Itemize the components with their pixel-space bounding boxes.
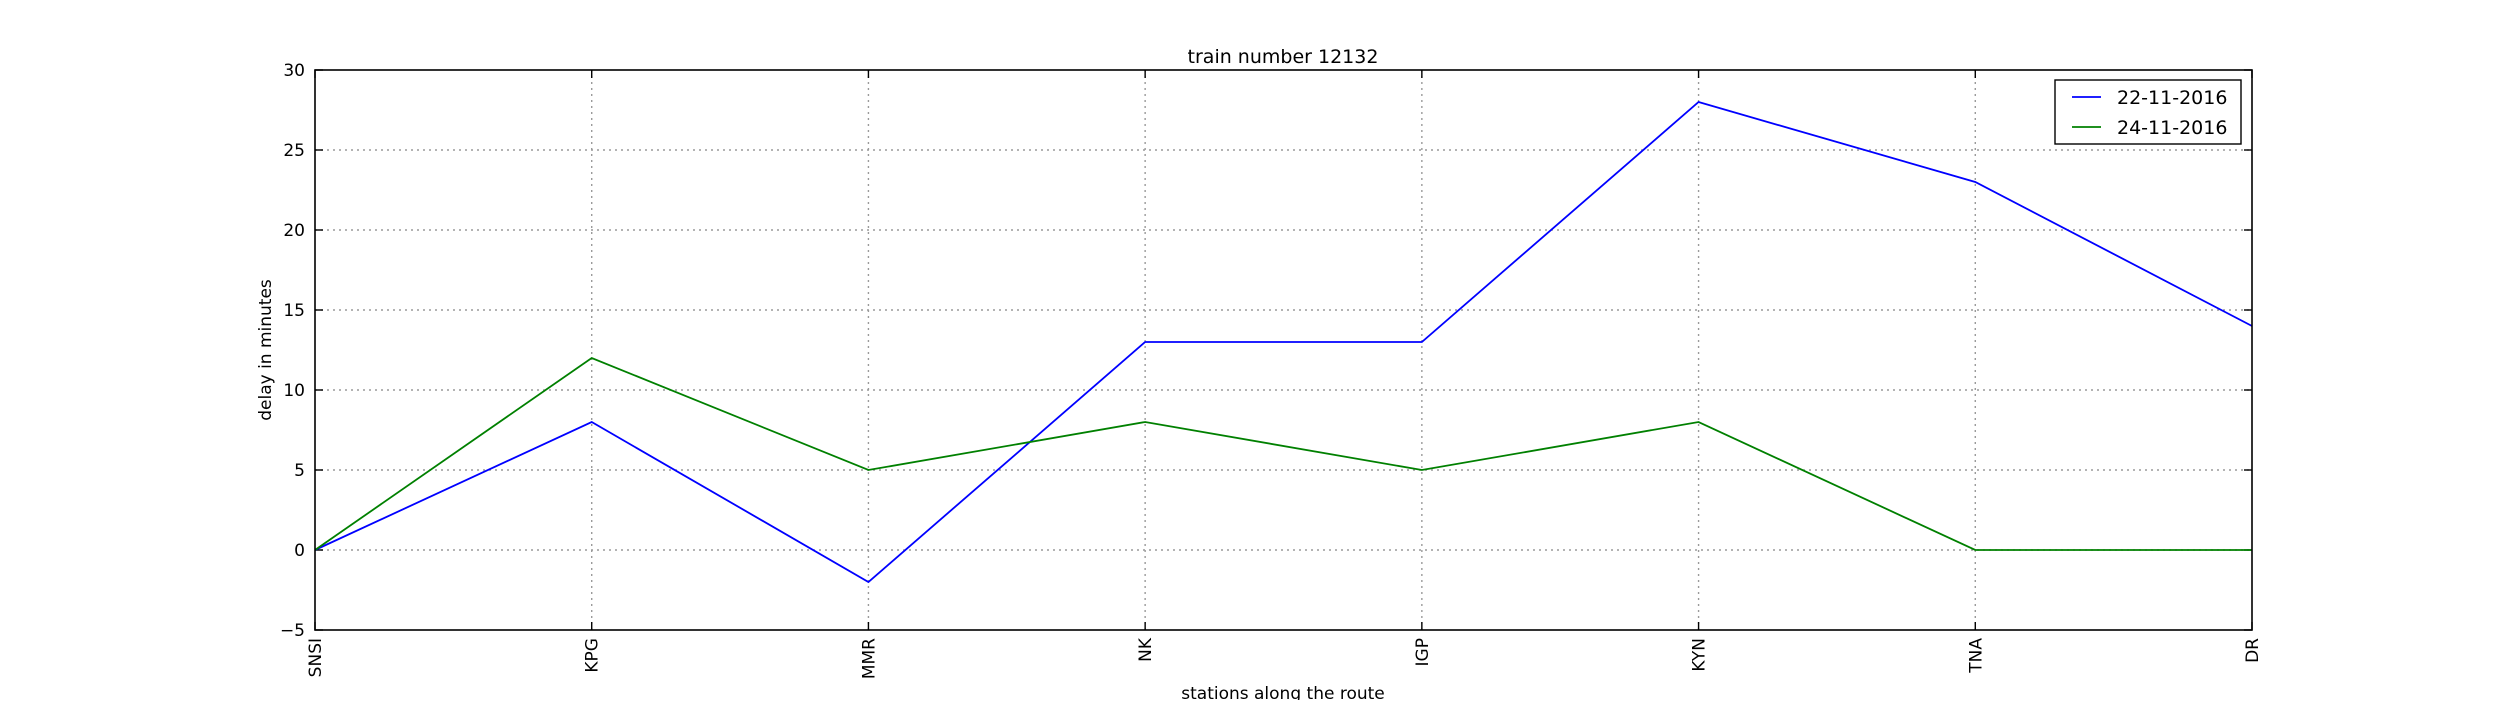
series-line <box>315 102 2252 582</box>
x-tick-label: KYN <box>1690 638 1710 672</box>
y-tick-label: 0 <box>294 541 305 561</box>
x-tick-labels: SNSI KPG MMR NK IGP KYN TNA DR <box>306 637 2263 679</box>
y-tick-label: 20 <box>283 221 305 241</box>
y-axis-label: delay in minutes <box>256 279 276 421</box>
y-tick-label: 25 <box>283 141 305 161</box>
x-tick-label: SNSI <box>306 638 326 677</box>
x-tick-label: DR <box>2243 638 2263 663</box>
legend-label: 22-11-2016 <box>2117 87 2227 109</box>
x-tick-label: TNA <box>1966 638 1986 674</box>
axis-ticks <box>315 70 2252 630</box>
y-tick-label: −5 <box>280 621 305 641</box>
x-tick-label: KPG <box>583 638 603 673</box>
chart-title: train number 12132 <box>1188 46 1379 68</box>
y-tick-label: 5 <box>294 461 305 481</box>
x-tick-label: IGP <box>1413 638 1433 666</box>
x-axis-label: stations along the route <box>1181 684 1385 700</box>
series-lines <box>315 102 2252 582</box>
y-tick-label: 15 <box>283 301 305 321</box>
grid-lines <box>315 70 2252 630</box>
series-line <box>315 358 2252 550</box>
y-tick-label: 30 <box>283 61 305 81</box>
y-tick-label: 10 <box>283 381 305 401</box>
x-tick-label: NK <box>1136 637 1156 662</box>
x-tick-label: MMR <box>859 638 879 679</box>
y-tick-labels: −5 0 5 10 15 20 25 30 <box>280 61 305 641</box>
legend: 22-11-2016 24-11-2016 <box>2055 80 2241 144</box>
plot-frame <box>315 70 2252 630</box>
legend-label: 24-11-2016 <box>2117 117 2227 139</box>
